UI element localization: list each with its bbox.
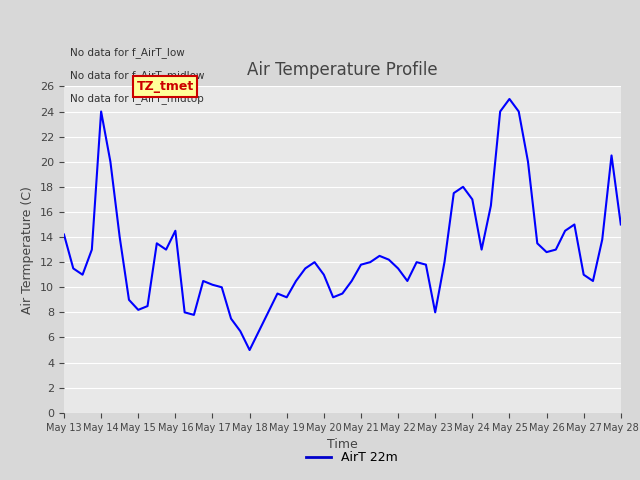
Text: No data for f_AirT_midtop: No data for f_AirT_midtop <box>70 93 204 104</box>
Legend: AirT 22m: AirT 22m <box>301 446 403 469</box>
Y-axis label: Air Termperature (C): Air Termperature (C) <box>22 186 35 313</box>
Text: No data for f_AirT_midlow: No data for f_AirT_midlow <box>70 70 204 81</box>
Title: Air Temperature Profile: Air Temperature Profile <box>247 61 438 79</box>
X-axis label: Time: Time <box>327 438 358 451</box>
Text: TZ_tmet: TZ_tmet <box>136 80 194 93</box>
Text: No data for f_AirT_low: No data for f_AirT_low <box>70 47 184 58</box>
